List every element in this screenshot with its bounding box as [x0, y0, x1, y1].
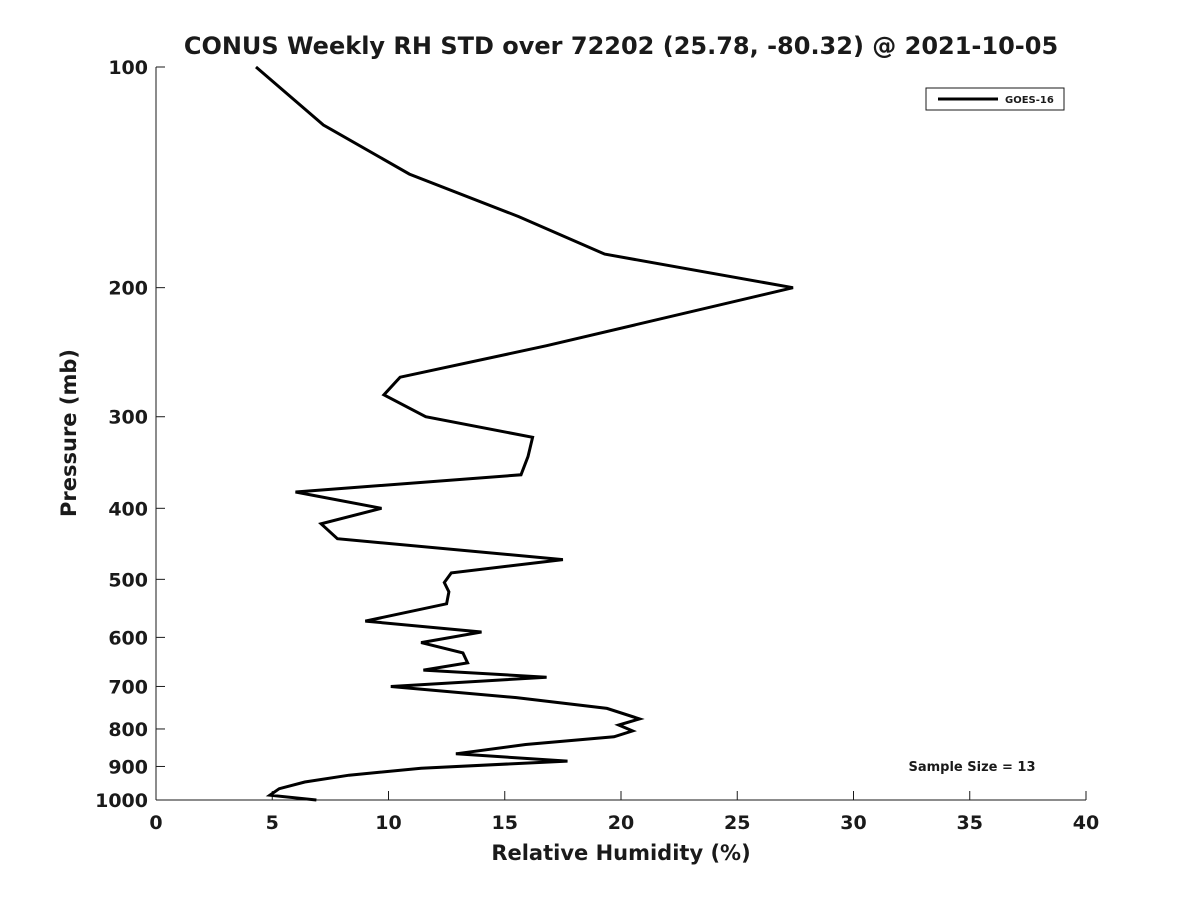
x-ticks: 0 5 10 15 20 25 30 35 40 [149, 791, 1099, 834]
x-axis-label: Relative Humidity (%) [491, 841, 750, 865]
y-tick-label: 400 [108, 498, 148, 520]
y-tick-label: 700 [108, 676, 148, 698]
sample-size-annotation: Sample Size = 13 [908, 760, 1035, 775]
x-tick-label: 0 [149, 812, 162, 834]
x-tick-label: 30 [840, 812, 866, 834]
y-tick-label: 800 [108, 719, 148, 741]
y-tick-label: 100 [108, 57, 148, 79]
y-tick-label: 200 [108, 278, 148, 300]
y-tick-label: 600 [108, 627, 148, 649]
y-tick-label: 900 [108, 756, 148, 778]
x-tick-label: 35 [957, 812, 983, 834]
y-ticks: 100 200 300 400 500 600 700 800 900 1000 [95, 57, 165, 812]
legend-entry-goes-16: GOES-16 [1005, 95, 1054, 106]
y-axis-label: Pressure (mb) [57, 349, 81, 517]
x-tick-label: 5 [266, 812, 279, 834]
x-tick-label: 25 [724, 812, 750, 834]
x-tick-label: 15 [492, 812, 518, 834]
series-line-goes-16 [255, 65, 794, 802]
x-tick-label: 40 [1073, 812, 1099, 834]
x-tick-label: 10 [375, 812, 401, 834]
y-tick-label: 300 [108, 407, 148, 429]
x-tick-label: 20 [608, 812, 634, 834]
y-tick-label: 1000 [95, 790, 148, 812]
chart-title: CONUS Weekly RH STD over 72202 (25.78, -… [184, 32, 1058, 60]
legend: GOES-16 [925, 87, 1065, 111]
y-tick-label: 500 [108, 569, 148, 591]
